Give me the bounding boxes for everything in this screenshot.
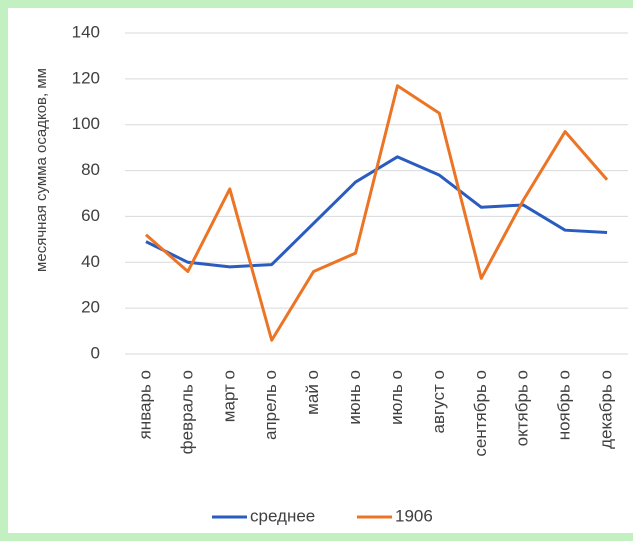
plot-background — [8, 8, 633, 533]
y-tick-label: 80 — [81, 160, 100, 179]
y-axis-label: месячная сумма осадков, мм — [33, 68, 50, 272]
y-tick-label: 0 — [91, 343, 100, 362]
x-tick-label: ноябрь о — [555, 370, 574, 440]
x-tick-label: март о — [219, 370, 238, 422]
y-tick-label: 20 — [81, 298, 100, 317]
y-tick-label: 40 — [81, 252, 100, 271]
y-tick-label: 100 — [72, 114, 100, 133]
x-tick-label: сентябрь о — [471, 370, 490, 457]
legend-label: 1906 — [395, 506, 433, 525]
x-tick-label: август о — [429, 370, 448, 433]
x-tick-label: май о — [303, 370, 322, 415]
legend-label: среднее — [250, 506, 315, 525]
y-tick-label: 60 — [81, 206, 100, 225]
y-tick-label: 140 — [72, 22, 100, 41]
x-tick-label: июль о — [387, 370, 406, 425]
x-tick-label: июнь о — [345, 370, 364, 425]
y-tick-label: 120 — [72, 68, 100, 87]
x-tick-label: декабрь о — [597, 370, 616, 449]
series-line — [144, 84, 609, 342]
x-tick-label: апрель о — [261, 370, 280, 440]
x-tick-label: февраль о — [177, 370, 196, 454]
x-tick-label: январь о — [135, 370, 154, 439]
x-tick-label: октябрь о — [513, 370, 532, 446]
